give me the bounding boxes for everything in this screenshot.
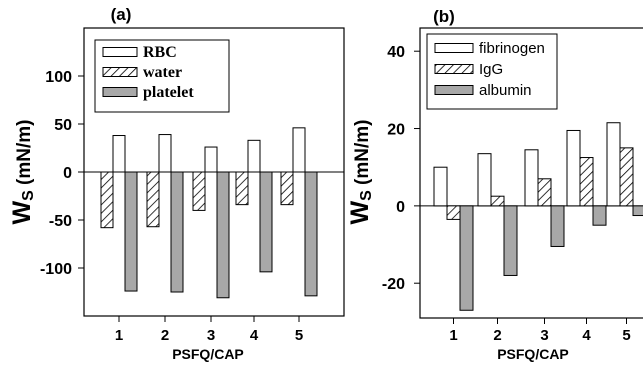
y-tick-label: -50	[49, 213, 72, 230]
bar-platelet-1	[124, 171, 138, 292]
x-tick-label: 4	[582, 327, 591, 344]
y-tick-label: 0	[396, 199, 405, 216]
y-axis-label-unit: (mN/m)	[14, 119, 35, 190]
y-axis-label: WS (mN/m)	[8, 119, 37, 224]
y-tick-label: 50	[54, 117, 72, 134]
x-tick-label: 4	[250, 327, 259, 344]
bar-fibrinogen-2	[477, 153, 492, 207]
bar-platelet-3	[216, 171, 230, 299]
y-axis-label-sub: S	[20, 190, 37, 201]
plot-frame	[419, 27, 643, 319]
panel-label: (a)	[111, 5, 132, 24]
bar-fibrinogen-1	[433, 166, 448, 207]
bar-water-4	[235, 171, 249, 206]
legend-label-albumin: albumin	[479, 82, 532, 99]
y-tick-label: 20	[387, 122, 405, 139]
bar-rbc-3	[204, 146, 218, 173]
x-tick-label: 3	[540, 327, 548, 344]
bar-water-5	[280, 171, 294, 206]
bar-rbc-2	[158, 134, 172, 173]
y-tick-label: -100	[40, 261, 72, 278]
bar-rbc-4	[247, 139, 261, 173]
legend-label-rbc: RBC	[143, 44, 177, 61]
panel-a: (a) -100 -50 0 50 100 1 2 3 4 5 PSFQ/CAP WS (mN/m) RB…	[8, 5, 345, 362]
y-axis-label: WS (mN/m)	[346, 119, 375, 224]
bar-albumin-4	[592, 205, 607, 226]
y-axis-label-sub: S	[358, 190, 375, 201]
x-axis-label: PSFQ/CAP	[497, 346, 569, 362]
legend-swatch-igg	[434, 64, 474, 74]
bar-albumin-5	[632, 205, 643, 217]
bar-igg-2	[490, 195, 505, 207]
bar-water-1	[100, 171, 114, 229]
y-tick-label: -20	[382, 276, 405, 293]
x-tick-label: 2	[493, 327, 501, 344]
legend-label-igg: IgG	[479, 61, 503, 78]
bar-water-3	[192, 171, 206, 211]
legend-label-fibrinogen: fibrinogen	[479, 40, 545, 57]
y-tick-label: 100	[45, 69, 72, 86]
legend-swatch-rbc	[102, 47, 138, 57]
bar-platelet-5	[304, 171, 318, 297]
bar-albumin-3	[550, 205, 565, 247]
bar-fibrinogen-5	[606, 122, 621, 207]
panel-b: (b) -20 0 20 40 1 2 3 4 5 PSFQ/CAP WS (mN/m) fibrino…	[346, 7, 643, 362]
legend-swatch-platelet	[102, 87, 138, 97]
legend-swatch-water	[102, 67, 138, 77]
y-axis-label-main: W	[8, 201, 36, 225]
bar-fibrinogen-4	[566, 129, 581, 207]
legend-label-platelet: platelet	[143, 84, 194, 101]
bar-albumin-1	[459, 205, 474, 311]
x-tick-label: 5	[295, 327, 303, 344]
bar-rbc-1	[112, 135, 126, 173]
bar-platelet-2	[170, 171, 184, 293]
bar-igg-1	[446, 205, 461, 220]
y-tick-label: 0	[63, 165, 72, 182]
bar-igg-5	[619, 147, 634, 207]
plot-frame	[83, 27, 345, 317]
y-tick-label: 40	[387, 44, 405, 61]
bar-water-2	[146, 171, 160, 228]
bar-fibrinogen-3	[524, 149, 539, 207]
legend-swatch-albumin	[434, 85, 474, 95]
bar-igg-4	[579, 157, 594, 207]
legend-swatch-fibrinogen	[434, 43, 474, 53]
y-axis-label-unit: (mN/m)	[352, 119, 373, 190]
x-tick-label: 3	[207, 327, 215, 344]
legend-label-water: water	[143, 64, 182, 81]
bar-rbc-5	[292, 127, 306, 173]
x-axis-label: PSFQ/CAP	[172, 346, 244, 362]
x-tick-label: 1	[115, 327, 123, 344]
y-axis-label-main: W	[346, 201, 374, 225]
bar-platelet-4	[259, 171, 273, 273]
bar-igg-3	[537, 178, 552, 207]
x-tick-label: 5	[622, 327, 630, 344]
panel-label: (b)	[433, 7, 455, 26]
x-tick-label: 1	[449, 327, 457, 344]
x-tick-label: 2	[161, 327, 169, 344]
bar-albumin-2	[503, 205, 518, 276]
